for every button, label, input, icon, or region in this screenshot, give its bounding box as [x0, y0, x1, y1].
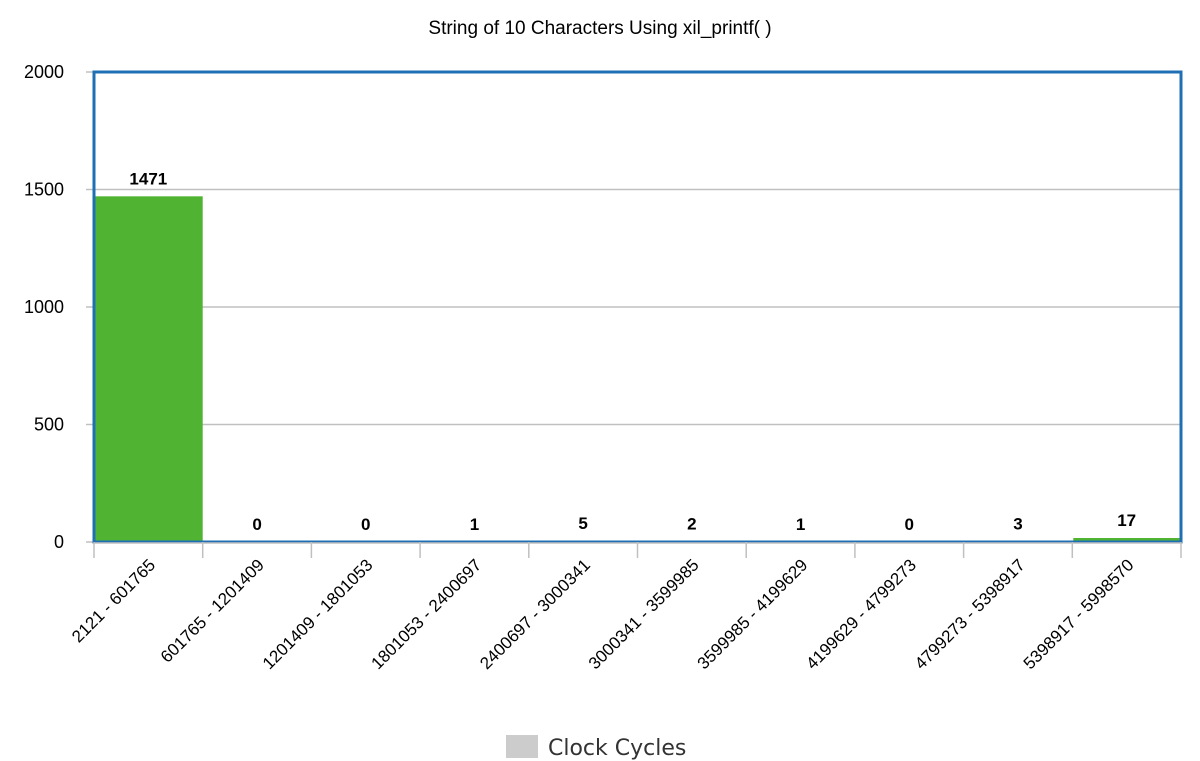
x-tick-label: 3000341 - 3599985	[585, 555, 703, 673]
data-label: 17	[1117, 511, 1136, 530]
x-tick-label: 5398917 - 5998570	[1020, 555, 1138, 673]
y-tick-label: 0	[54, 532, 64, 552]
chart-title: String of 10 Characters Using xil_printf…	[428, 18, 771, 39]
x-tick-label: 2121 - 601765	[68, 555, 159, 646]
legend-swatch	[506, 735, 538, 758]
data-label: 1	[796, 515, 805, 534]
x-tick-label: 4199629 - 4799273	[802, 555, 920, 673]
data-label: 0	[905, 515, 914, 534]
y-tick-label: 500	[34, 415, 64, 435]
y-tick-label: 1500	[24, 180, 64, 200]
bar[interactable]	[1073, 538, 1181, 542]
y-axis: 0 500 1000 1500 2000	[24, 62, 94, 552]
data-label: 3	[1013, 514, 1022, 533]
x-tick-label: 2400697 - 3000341	[476, 555, 594, 673]
data-label: 0	[361, 515, 370, 534]
legend-label: Clock Cycles	[548, 736, 686, 761]
x-tick-label: 1201409 - 1801053	[259, 555, 377, 673]
x-tick-label: 1801053 - 2400697	[368, 555, 486, 673]
x-tick-label: 601765 - 1201409	[157, 555, 268, 666]
data-label: 0	[252, 515, 261, 534]
data-label: 5	[578, 514, 587, 533]
bars: 1471 0 0 1 5 2 1 0 3 17	[95, 169, 1181, 542]
y-tick-label: 1000	[24, 297, 64, 317]
x-tick-label: 4799273 - 5398917	[911, 555, 1029, 673]
bar[interactable]	[95, 196, 203, 542]
legend[interactable]: Clock Cycles	[506, 735, 686, 761]
x-tick-label: 3599985 - 4199629	[694, 555, 812, 673]
data-label: 2	[687, 515, 696, 534]
gridlines	[94, 188, 1181, 426]
data-label: 1471	[129, 169, 167, 188]
y-tick-label: 2000	[24, 62, 64, 82]
data-label: 1	[470, 515, 479, 534]
